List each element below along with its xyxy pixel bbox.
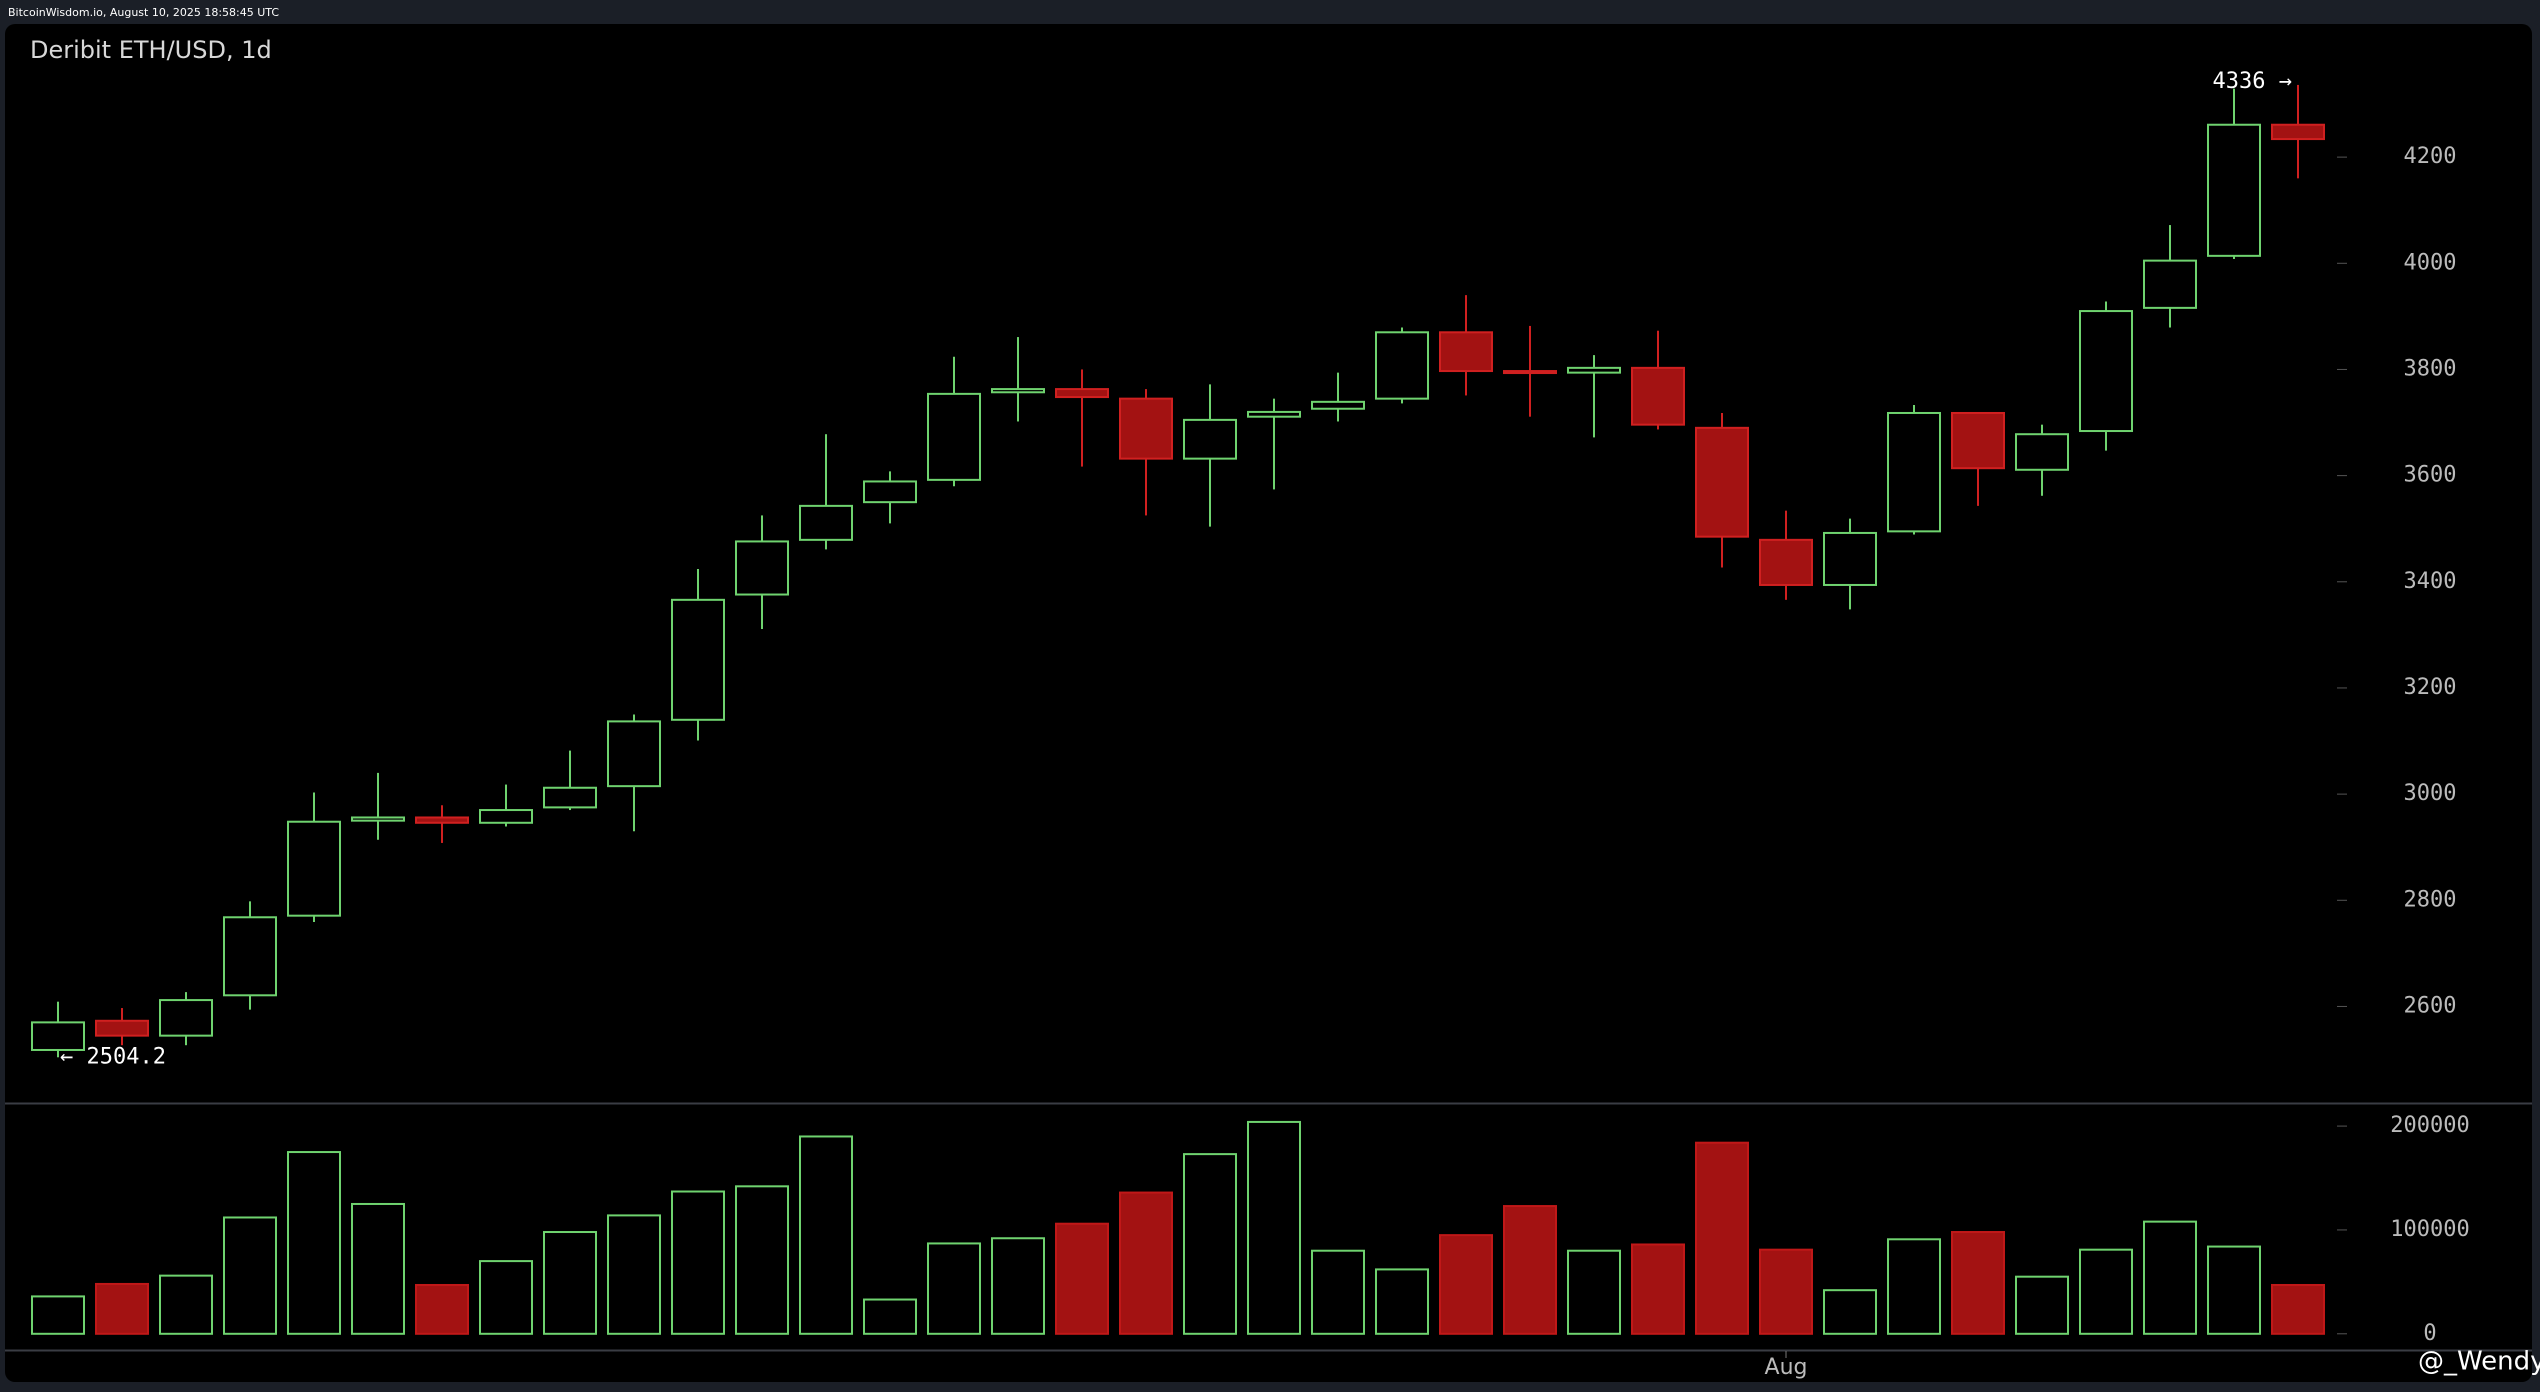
source-header: BitcoinWisdom.io, August 10, 2025 18:58:… [8,6,279,19]
candle-body [2079,310,2133,433]
volume-bar [2271,1283,2325,1335]
volume-bar [1631,1243,1685,1335]
y-tick-label: 3000 [2404,781,2457,806]
y-tick-label: 4200 [2404,144,2457,169]
volume-bar [1823,1289,1877,1335]
volume-bar [1055,1222,1109,1335]
volume-bar [1247,1120,1301,1335]
candle-body [31,1021,85,1051]
volume-bar [2207,1245,2261,1335]
volume-bar [1759,1248,1813,1335]
candle-body [1183,418,1237,460]
candle-body [1503,370,1557,375]
volume-bar [1951,1231,2005,1335]
candle-body [1119,397,1173,460]
volume-bar [479,1260,533,1335]
volume-bar [1119,1191,1173,1335]
candle-body [1439,331,1493,373]
vol-tick-label: 100000 [2390,1217,2469,1242]
candle-body [1375,331,1429,400]
volume-bar [1503,1205,1557,1335]
candle-body [2207,123,2261,257]
candle-body [1247,410,1301,418]
candle-body [415,816,469,824]
volume-bar [351,1202,405,1335]
candle-body [1055,388,1109,399]
volume-bar [607,1214,661,1335]
candle-body [1887,411,1941,533]
candle-body [287,820,341,917]
y-tick-label: 2600 [2404,993,2457,1018]
volume-bar [863,1298,917,1335]
volume-bar [1183,1153,1237,1335]
volume-bar [31,1295,85,1335]
volume-bar [287,1151,341,1335]
y-tick-label: 3600 [2404,463,2457,488]
candle-body [927,392,981,481]
candle-body [1695,426,1749,538]
volume-bar [1567,1249,1621,1335]
watermark: @_Wendy [2418,1347,2540,1377]
y-tick-label: 4000 [2404,250,2457,275]
volume-bar [735,1185,789,1335]
candle-body [1567,366,1621,374]
candle-body [991,388,1045,394]
volume-bar [991,1237,1045,1335]
chart-panel [5,24,2532,1382]
volume-bar [927,1242,981,1335]
candle-body [863,480,917,504]
candle-body [671,598,725,721]
volume-bar [543,1231,597,1335]
candle-body [1759,538,1813,586]
vol-tick-label: 200000 [2390,1113,2469,1138]
volume-bar [671,1190,725,1335]
volume-bar [799,1135,853,1335]
candle-body [479,809,533,824]
candle-body [2015,433,2069,471]
candle-body [159,999,213,1037]
candle-body [1631,366,1685,426]
x-tick-label: Aug [1765,1355,1808,1380]
candle-body [2143,259,2197,309]
vol-tick-label: 0 [2423,1321,2436,1346]
candle-body [2271,123,2325,141]
volume-bar [2015,1275,2069,1335]
volume-bar [2143,1220,2197,1335]
volume-bar [1439,1234,1493,1335]
volume-bar [1311,1249,1365,1335]
volume-bar [159,1274,213,1335]
candle-body [223,916,277,997]
candle-body [543,786,597,809]
candle-body [1311,400,1365,410]
volume-bar [1375,1268,1429,1335]
candle-body [735,540,789,596]
y-tick-label: 2800 [2404,887,2457,912]
candle-body [351,816,405,822]
candle-body [607,720,661,788]
volume-bar [415,1283,469,1335]
y-tick-label: 3200 [2404,675,2457,700]
chart-title: Deribit ETH/USD, 1d [30,36,272,64]
candle-body [799,504,853,541]
volume-bar [1695,1141,1749,1335]
candle-body [1823,531,1877,586]
volume-bar [95,1282,149,1335]
volume-bar [223,1216,277,1335]
candle-body [95,1019,149,1037]
y-tick-label: 3800 [2404,356,2457,381]
volume-bar [1887,1238,1941,1335]
y-tick-label: 3400 [2404,569,2457,594]
price-annotation: ← 2504.2 [60,1044,166,1069]
candle-body [1951,411,2005,470]
price-annotation: 4336 → [2213,69,2292,94]
volume-bar [2079,1248,2133,1335]
